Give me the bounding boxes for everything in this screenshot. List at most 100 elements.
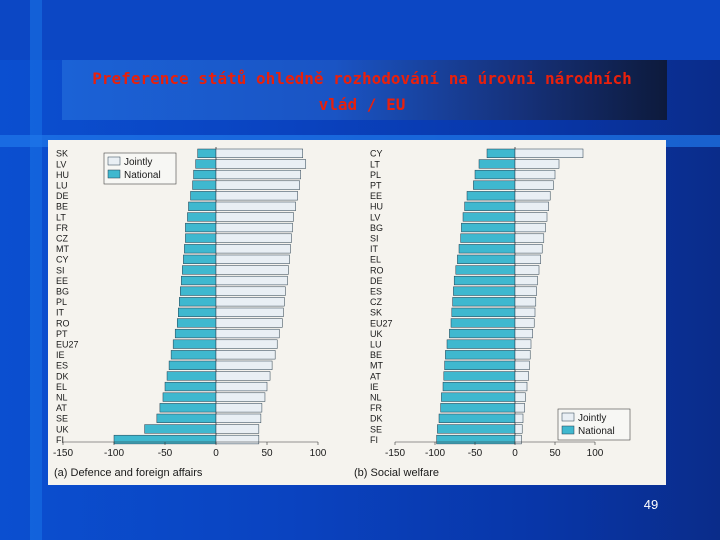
category-label: EU27 (370, 318, 393, 328)
chart-figure: SK LV HU LU DE BE LT FR CZ MT CY SI EE BG PL IT RO PT EU27… (48, 140, 666, 485)
bar-jointly (215, 265, 289, 275)
category-label: DE (370, 276, 383, 286)
bar-national (156, 413, 217, 423)
legend-swatch-jointly (107, 156, 121, 166)
bar-national (195, 159, 217, 169)
bar-national (474, 169, 516, 180)
category-label: BE (370, 350, 382, 360)
category-label: SI (56, 265, 65, 275)
bar-national (441, 392, 516, 402)
category-label: LV (56, 159, 66, 169)
category-label: SK (370, 308, 382, 318)
bar-national (166, 371, 217, 381)
bar-jointly (514, 360, 530, 370)
category-label: LT (370, 159, 380, 169)
category-label: MT (56, 244, 69, 254)
page-number: 49 (643, 497, 659, 512)
legend-label-national: National (578, 426, 615, 437)
bar-jointly (514, 191, 551, 201)
slide-title-line1: Preference států ohledně rozhodování na … (92, 69, 632, 88)
bar-national (438, 413, 516, 423)
bar-national (190, 191, 217, 201)
category-label: BE (56, 202, 68, 212)
bar-jointly (215, 233, 292, 243)
bar-jointly (215, 169, 301, 180)
legend-swatch-jointly (561, 412, 575, 422)
category-label: CY (56, 255, 69, 265)
bar-national (179, 297, 217, 307)
category-label: PL (370, 170, 381, 180)
bar-national (445, 350, 516, 360)
bar-jointly (215, 350, 276, 360)
bar-jointly (514, 201, 549, 211)
bar-national (170, 350, 217, 360)
x-tick-label: -150 (53, 448, 73, 459)
bar-jointly (215, 403, 263, 413)
category-label: SI (370, 233, 379, 243)
bar-jointly (514, 233, 545, 243)
bar-jointly (514, 350, 531, 360)
category-label: BG (56, 286, 69, 296)
legend-label-jointly: Jointly (578, 413, 606, 424)
bar-national (172, 339, 217, 349)
bar-jointly (514, 297, 537, 307)
bar-national (458, 244, 516, 254)
bar-jointly (215, 201, 296, 211)
category-label: IT (370, 244, 379, 254)
bar-national (176, 318, 217, 328)
bar-jointly (514, 413, 524, 423)
bar-jointly (514, 286, 537, 296)
bar-national (436, 434, 516, 445)
x-tick-label: -50 (468, 448, 483, 459)
slide-title-line2: vlád / EU (318, 95, 406, 114)
bar-national (446, 339, 516, 349)
category-label: EU27 (56, 339, 79, 349)
category-label: IE (56, 350, 65, 360)
panel-title: (b) Social welfare (354, 467, 439, 479)
category-label: ES (56, 361, 68, 371)
category-label: LV (370, 212, 380, 222)
bar-national (144, 424, 217, 434)
bar-jointly (215, 392, 266, 402)
bar-national (455, 265, 516, 275)
bar-national (182, 265, 217, 275)
bar-jointly (215, 244, 291, 254)
category-label: HU (56, 170, 69, 180)
bar-national (462, 212, 516, 222)
bar-national (188, 201, 217, 211)
bar-jointly (215, 360, 273, 370)
bar-national (180, 286, 217, 296)
bar-national (464, 201, 516, 211)
bar-national (449, 328, 516, 339)
bar-national (162, 392, 217, 402)
x-tick-label: -100 (104, 448, 124, 459)
bar-national (453, 275, 516, 286)
bar-jointly (514, 381, 528, 392)
category-label: EE (56, 276, 68, 286)
category-label: BG (370, 223, 383, 233)
category-label: LU (370, 339, 382, 349)
bar-jointly (215, 381, 268, 392)
bar-national (443, 371, 516, 381)
x-tick-label: 100 (587, 448, 604, 459)
bar-national (442, 381, 516, 392)
bar-national (193, 169, 217, 180)
bar-jointly (215, 371, 271, 381)
bar-national (466, 191, 516, 201)
bar-jointly (215, 339, 278, 349)
bar-jointly (215, 434, 260, 445)
category-label: CY (370, 149, 383, 159)
category-label: CZ (370, 297, 382, 307)
bar-national (440, 403, 516, 413)
bar-national (181, 275, 217, 286)
bar-jointly (215, 307, 284, 317)
bar-jointly (215, 297, 285, 307)
bar-jointly (514, 403, 525, 413)
legend-label-jointly: Jointly (124, 157, 152, 168)
bar-jointly (215, 180, 300, 190)
category-label: FI (56, 435, 64, 445)
bar-jointly (215, 212, 294, 222)
category-label: NL (370, 392, 382, 402)
bar-jointly (514, 222, 546, 233)
bar-national (178, 307, 217, 317)
